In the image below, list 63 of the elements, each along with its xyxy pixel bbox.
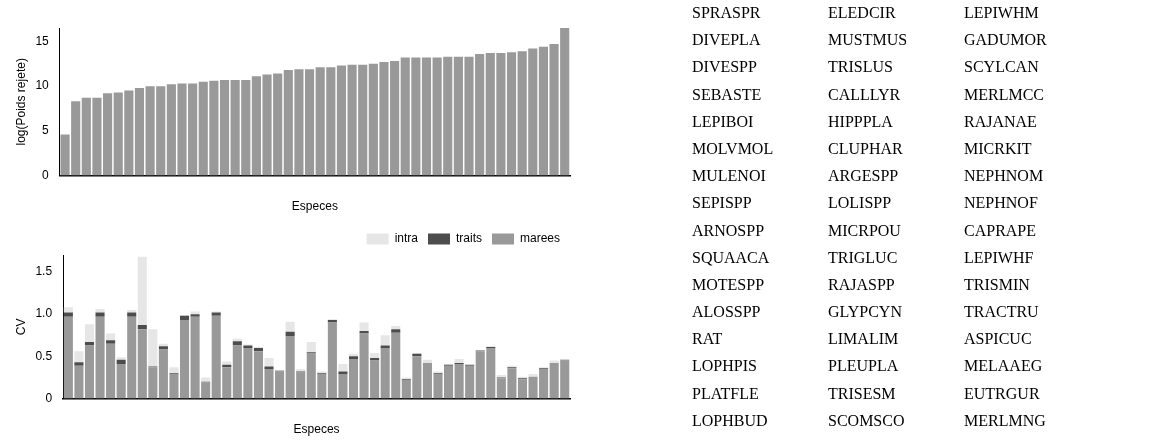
text: MULENOI — [692, 167, 767, 187]
text: TRISLUS — [828, 58, 894, 78]
text: MERLMCC — [964, 85, 1045, 105]
text: PLATFLE — [692, 384, 760, 404]
text: CALLLYR — [828, 85, 902, 105]
x-axis-title: Especes — [293, 422, 340, 437]
text: SEBASTE — [692, 85, 763, 105]
text: TRISESM — [828, 384, 897, 404]
text: MOTESPP — [692, 275, 766, 295]
text: PLEUPLA — [828, 357, 900, 377]
legend-label: intra — [394, 231, 419, 246]
text: GLYPCYN — [828, 303, 903, 323]
y-tick-label: 15 — [35, 33, 50, 48]
text: SCYLCAN — [964, 58, 1040, 78]
text: LEPIBOI — [692, 112, 755, 132]
y-tick-label: 5 — [42, 123, 50, 138]
y-axis-title: CV — [13, 318, 28, 336]
y-tick-label: 0 — [42, 167, 50, 182]
text: MICRKIT — [964, 139, 1033, 159]
text: MICRPOU — [828, 221, 902, 241]
x-axis-title: Especes — [291, 199, 338, 214]
y-tick-label: 10 — [35, 78, 50, 93]
y-tick-label: 1.5 — [35, 264, 53, 279]
text: SPRASPR — [692, 4, 762, 23]
text: LOPHPIS — [692, 357, 758, 377]
text: LIMALIM — [828, 330, 900, 350]
text: MOLVMOL — [692, 139, 775, 159]
text: HIPPPLA — [828, 112, 894, 132]
text: MELAAEG — [964, 357, 1044, 377]
text: SCOMSCO — [828, 411, 906, 431]
text: LEPIWHF — [964, 248, 1035, 268]
text: RAT — [692, 330, 724, 350]
text: SQUAACA — [692, 248, 771, 268]
text: EUTRGUR — [964, 384, 1041, 404]
text: RAJASPP — [828, 275, 896, 295]
text: LOLISPP — [828, 194, 893, 214]
text: TRACTRU — [964, 303, 1040, 323]
text: ELEDCIR — [828, 4, 897, 23]
text: GADUMOR — [964, 31, 1048, 51]
text: DIVEPLA — [692, 31, 762, 51]
y-axis-title: log(Poids rejete) — [13, 58, 28, 146]
text: LOPHBUD — [692, 411, 769, 431]
text: MUSTMUS — [828, 31, 909, 51]
legend-label: traits — [455, 231, 482, 246]
text: NEPHNOM — [964, 167, 1045, 187]
y-tick-label: 0.5 — [35, 348, 53, 363]
text: TRISMIN — [964, 275, 1031, 295]
legend-label: marees — [519, 231, 560, 246]
y-tick-label: 1.0 — [35, 306, 53, 321]
text: ARNOSPP — [692, 221, 766, 241]
text: CLUPHAR — [828, 139, 904, 159]
text: ASPICUC — [964, 330, 1033, 350]
text: ARGESPP — [828, 167, 900, 187]
text: NEPHNOF — [964, 194, 1039, 214]
text: LEPIWHM — [964, 4, 1040, 23]
text: TRIGLUC — [828, 248, 899, 268]
text: SEPISPP — [692, 194, 753, 214]
text: CAPRAPE — [964, 221, 1038, 241]
text: RAJANAE — [964, 112, 1038, 132]
y-tick-label: 0 — [45, 390, 53, 405]
text: ALOSSPP — [692, 303, 762, 323]
text: DIVESPP — [692, 58, 758, 78]
text: MERLMNG — [964, 411, 1047, 431]
